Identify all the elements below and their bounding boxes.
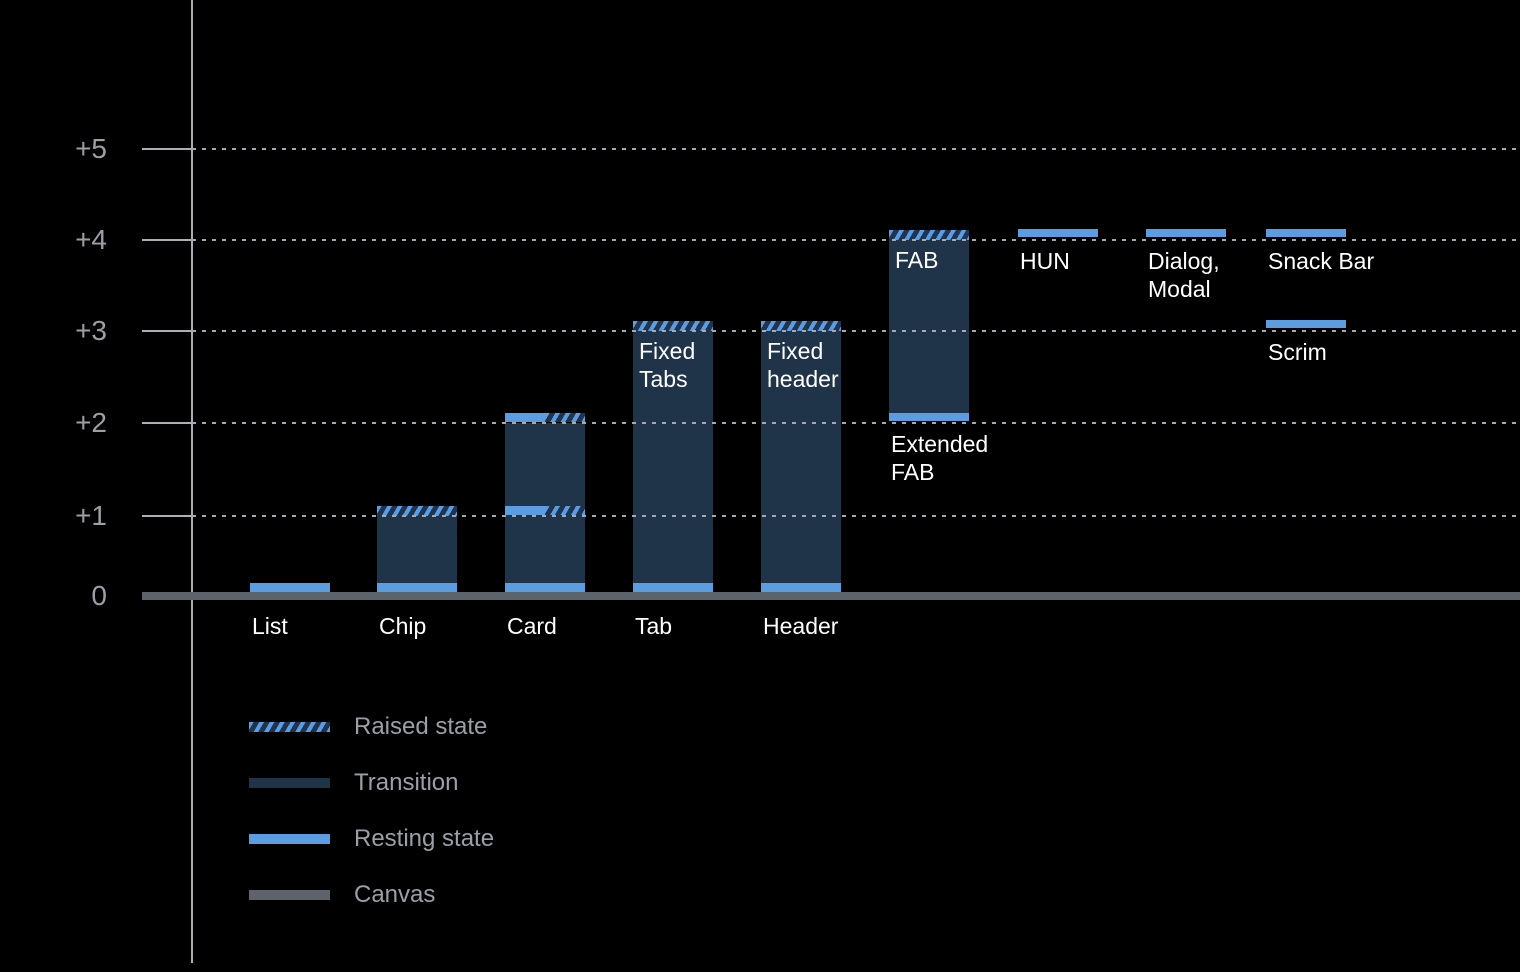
gridline-+1 <box>192 515 1520 517</box>
bar-header-transition <box>761 331 841 583</box>
bar-card-transition <box>505 423 585 583</box>
legend-swatch-canvas <box>249 890 330 900</box>
bar-card-resting-2 <box>505 413 545 422</box>
legend-label-canvas: Canvas <box>354 881 436 908</box>
component-label-scrim: Scrim <box>1268 339 1327 365</box>
gridline-+3 <box>192 330 1520 332</box>
legend-item-transition: Transition <box>249 769 458 797</box>
bar-card-resting <box>505 583 585 592</box>
bar-snack-bar-resting <box>1266 229 1346 237</box>
y-axis-line <box>191 0 193 963</box>
gridline-+2 <box>192 422 1520 424</box>
y-tick-+5 <box>142 148 192 150</box>
bar-label-header: Fixed header <box>767 338 839 392</box>
canvas-baseline <box>142 592 1520 600</box>
x-axis-label-chip: Chip <box>379 613 427 639</box>
legend-item-raised-state: Raised state <box>249 713 487 741</box>
bar-extended-fab-resting <box>889 413 969 421</box>
bar-chip-resting <box>377 583 457 592</box>
bar-header-resting <box>761 583 841 592</box>
legend-label-transition: Transition <box>354 769 459 796</box>
bar-scrim-resting <box>1266 320 1346 328</box>
x-axis-label-card: Card <box>507 613 557 639</box>
bar-card-raised-1 <box>545 506 585 515</box>
bar-dialog-modal-resting <box>1146 229 1226 237</box>
bar-extended-fab-transition <box>889 240 969 413</box>
y-axis-label-+5: +5 <box>75 133 107 164</box>
y-tick-+4 <box>142 239 192 241</box>
y-tick-+1 <box>142 515 192 517</box>
x-axis-label-header: Header <box>763 613 839 639</box>
y-axis-label-+3: +3 <box>75 315 107 346</box>
bar-extended-fab-raised <box>889 230 969 240</box>
x-axis-label-tab: Tab <box>635 613 673 639</box>
bar-chip-transition <box>377 516 457 583</box>
bar-list-resting <box>250 583 330 592</box>
bar-hun-resting <box>1018 229 1098 237</box>
component-label-snack-bar: Snack Bar <box>1268 248 1375 274</box>
gridline-+4 <box>192 239 1520 241</box>
bar-tab-raised <box>633 321 713 331</box>
bar-card-raised-2 <box>545 413 585 422</box>
bar-tab-resting <box>633 583 713 592</box>
y-axis-label-+4: +4 <box>75 224 107 255</box>
component-label-dialog-modal: Dialog, Modal <box>1148 248 1220 302</box>
bar-header-raised <box>761 321 841 331</box>
bar-label-tab: Fixed Tabs <box>639 338 696 392</box>
legend-swatch-resting-state <box>249 834 330 844</box>
gridline-+5 <box>192 148 1520 150</box>
bar-tab-transition <box>633 331 713 583</box>
bar-label-extended-fab: FAB <box>895 247 939 273</box>
legend-swatch-transition <box>249 778 330 788</box>
legend-label-resting-state: Resting state <box>354 825 495 852</box>
legend-swatch-raised-state <box>249 722 330 732</box>
legend-item-canvas: Canvas <box>249 881 435 909</box>
component-label-extended-fab: Extended FAB <box>891 431 989 485</box>
legend-item-resting-state: Resting state <box>249 825 494 853</box>
component-label-hun: HUN <box>1020 248 1070 274</box>
y-tick-+2 <box>142 422 192 424</box>
bar-card-resting-1 <box>505 506 545 515</box>
bar-chip-raised <box>377 506 457 516</box>
x-axis-label-list: List <box>252 613 288 639</box>
y-axis-label-+2: +2 <box>75 407 107 438</box>
y-axis-label-0: 0 <box>91 580 107 611</box>
legend-label-raised-state: Raised state <box>354 713 488 740</box>
y-tick-+3 <box>142 330 192 332</box>
y-axis-label-+1: +1 <box>75 500 107 531</box>
